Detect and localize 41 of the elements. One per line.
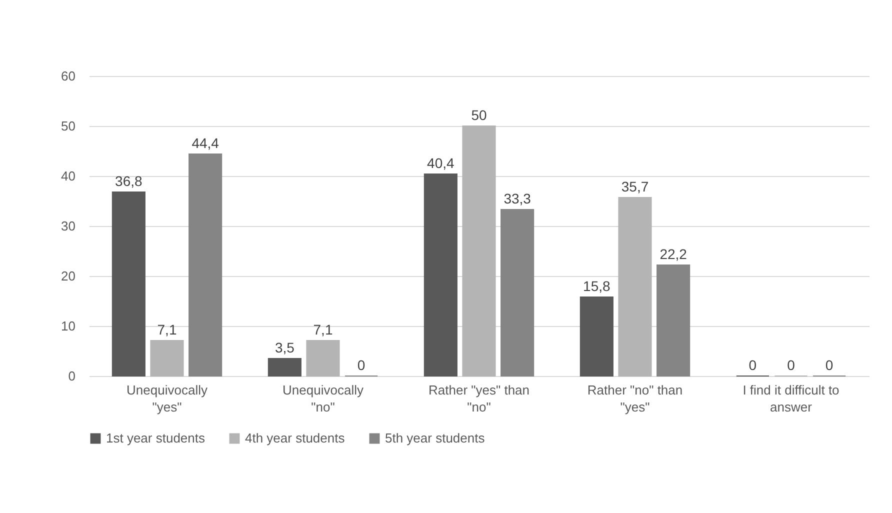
- y-tick-label: 60: [61, 68, 76, 84]
- bar: [188, 154, 222, 376]
- data-label: 7,1: [157, 322, 177, 338]
- data-label: 0: [748, 357, 757, 373]
- data-label: 22,2: [660, 246, 688, 262]
- data-label: 33,3: [504, 190, 532, 206]
- x-tick-label: Unequivocally "no": [282, 382, 364, 414]
- y-tick-label: 50: [61, 118, 76, 134]
- data-label: 40,4: [427, 155, 455, 171]
- data-label: 7,1: [313, 322, 333, 338]
- data-label: 0: [357, 357, 366, 373]
- data-label: 35,7: [621, 178, 649, 194]
- y-tick-label: 10: [61, 318, 76, 334]
- legend-label: 5th year students: [385, 430, 486, 446]
- data-label: 50: [471, 107, 487, 123]
- data-label: 3,5: [274, 340, 295, 356]
- x-tick-label: I find it difficult to answer: [742, 382, 840, 414]
- bar: [112, 192, 146, 376]
- bar: [462, 126, 496, 376]
- x-tick-label: Rather "yes" than "no": [428, 382, 530, 414]
- y-tick-label: 20: [61, 268, 76, 284]
- y-tick-label: 30: [61, 218, 76, 234]
- bar: [656, 264, 690, 376]
- data-label: 15,8: [583, 278, 611, 294]
- bar: [150, 340, 184, 376]
- data-label: 44,4: [192, 135, 220, 151]
- x-tick-label: Unequivocally "yes": [126, 382, 208, 414]
- legend-label: 4th year students: [245, 430, 346, 446]
- x-tick-label: Rather "no" than "yes": [587, 382, 683, 414]
- data-label: 0: [787, 357, 796, 373]
- bar: [268, 358, 302, 376]
- legend-label: 1st year students: [106, 430, 206, 446]
- bar: [580, 296, 614, 376]
- bar: [306, 340, 340, 376]
- data-label: 0: [825, 357, 834, 373]
- bar: [618, 197, 652, 376]
- y-tick-label: 40: [61, 168, 76, 184]
- bar: [424, 174, 458, 376]
- bar: [500, 209, 534, 376]
- data-label: 36,8: [115, 173, 143, 189]
- y-tick-label: 0: [68, 368, 76, 384]
